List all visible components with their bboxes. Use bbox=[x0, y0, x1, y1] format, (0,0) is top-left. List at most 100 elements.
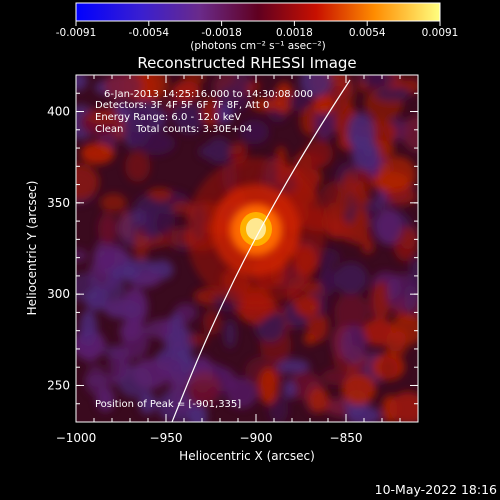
y-tick-label: 400 bbox=[47, 105, 70, 119]
colorbar-gradient bbox=[75, 2, 441, 22]
noise-blob bbox=[283, 379, 297, 399]
noise-blob bbox=[385, 340, 407, 358]
noise-blob bbox=[174, 110, 204, 136]
colorbar-unit-label: (photons cm⁻² s⁻¹ asec⁻²) bbox=[190, 40, 325, 52]
noise-blob bbox=[200, 97, 221, 127]
plot-title: Reconstructed RHESSI Image bbox=[137, 54, 356, 72]
noise-blob bbox=[100, 193, 127, 212]
noise-blob bbox=[274, 81, 294, 115]
noise-blob bbox=[223, 319, 237, 349]
noise-blob bbox=[86, 109, 121, 125]
noise-blob bbox=[361, 239, 374, 255]
noise-blob bbox=[138, 391, 157, 415]
noise-blob bbox=[300, 104, 319, 136]
noise-blob bbox=[104, 297, 142, 318]
noise-blob bbox=[76, 272, 101, 303]
colorbar-tick-label: -0.0054 bbox=[129, 27, 170, 39]
annotation-peak-position: Position of Peak = [-901,335] bbox=[95, 399, 241, 410]
colorbar-tick-label: -0.0018 bbox=[201, 27, 242, 39]
noise-blob bbox=[199, 145, 213, 158]
x-axis: −1000 −950 −900 −850 bbox=[56, 75, 419, 445]
x-tick-label: −1000 bbox=[56, 431, 97, 445]
noise-blob bbox=[374, 86, 411, 102]
noise-blob bbox=[167, 395, 195, 413]
colorbar-tick-label: 0.0091 bbox=[422, 27, 459, 39]
noise-blob bbox=[76, 248, 89, 263]
noise-blob bbox=[318, 266, 337, 297]
annotation-time-range: 6-Jan-2013 14:25:16.000 to 14:30:08.000 bbox=[104, 89, 313, 100]
noise-blob bbox=[93, 239, 115, 277]
noise-blob bbox=[108, 345, 126, 384]
noise-blob bbox=[119, 320, 143, 342]
noise-blob bbox=[299, 75, 332, 98]
noise-blob bbox=[188, 380, 218, 408]
noise-blob bbox=[288, 92, 311, 112]
noise-blob bbox=[275, 358, 310, 374]
noise-blob bbox=[333, 262, 368, 295]
noise-blob bbox=[303, 333, 316, 346]
noise-blob bbox=[188, 333, 209, 346]
noise-blob bbox=[164, 328, 198, 355]
y-axis-label: Heliocentric Y (arcsec) bbox=[25, 181, 39, 316]
noise-blob bbox=[103, 75, 142, 100]
noise-blob bbox=[372, 171, 410, 193]
x-tick-label: −850 bbox=[330, 431, 363, 445]
plot-frame bbox=[75, 74, 419, 423]
noise-blob bbox=[216, 102, 233, 126]
x-axis-label: Heliocentric X (arcsec) bbox=[179, 449, 315, 463]
noise-blob bbox=[340, 324, 368, 365]
noise-blob bbox=[319, 180, 353, 218]
annotation-detectors: Detectors: 3F 4F 5F 6F 7F 8F, Att 0 bbox=[95, 100, 269, 111]
y-tick-label: 350 bbox=[47, 196, 70, 210]
noise-blob bbox=[347, 112, 375, 150]
y-axis: 250 300 350 400 bbox=[47, 74, 418, 423]
noise-blob bbox=[84, 334, 97, 364]
noise-blob bbox=[341, 373, 377, 406]
noise-blob bbox=[258, 367, 279, 405]
noise-blob bbox=[385, 273, 418, 312]
y-tick-label: 300 bbox=[47, 287, 70, 301]
noise-blob bbox=[295, 295, 320, 318]
annotations: 6-Jan-2013 14:25:16.000 to 14:30:08.000 … bbox=[95, 89, 313, 410]
noise-blob bbox=[125, 150, 151, 182]
annotation-clean-counts: Clean Total counts: 3.30E+04 bbox=[95, 124, 252, 135]
noise-blob bbox=[76, 163, 100, 201]
noise-blob bbox=[402, 115, 418, 152]
x-tick-label: −900 bbox=[240, 431, 273, 445]
noise-blob bbox=[97, 212, 118, 245]
noise-blob bbox=[109, 265, 141, 280]
rhessi-image bbox=[76, 75, 418, 422]
noise-blob bbox=[374, 207, 403, 246]
colorbar-tick-label: 0.0018 bbox=[276, 27, 313, 39]
noise-blob bbox=[126, 107, 153, 148]
noise-blob bbox=[379, 357, 398, 379]
noise-blob bbox=[115, 102, 130, 119]
noise-blob bbox=[358, 75, 398, 88]
y-tick-label: 250 bbox=[47, 378, 70, 392]
noise-blob bbox=[335, 79, 355, 109]
noise-blob bbox=[172, 80, 201, 101]
colorbar: -0.0091 -0.0054 -0.0018 0.0018 0.0054 0.0091 … bbox=[56, 2, 459, 52]
noise-blob bbox=[389, 391, 418, 422]
noise-blob bbox=[297, 151, 312, 171]
noise-blob bbox=[206, 137, 232, 165]
noise-blob bbox=[76, 75, 88, 92]
noise-blob bbox=[102, 275, 126, 300]
noise-blob bbox=[390, 314, 418, 346]
noise-blob bbox=[80, 142, 115, 165]
noise-blob bbox=[239, 119, 270, 145]
noise-blob bbox=[409, 256, 418, 287]
noise-blob bbox=[168, 373, 187, 398]
colorbar-ticks: -0.0091 -0.0054 -0.0018 0.0018 0.0054 0.0091 bbox=[56, 21, 459, 39]
noise-blob bbox=[334, 292, 369, 333]
noise-blob bbox=[308, 387, 330, 413]
colorbar-tick-label: 0.0054 bbox=[349, 27, 386, 39]
noise-blob bbox=[136, 221, 158, 237]
solar-limb-curve bbox=[171, 79, 351, 422]
annotation-energy-range: Energy Range: 6.0 - 12.0 keV bbox=[95, 112, 241, 123]
colorbar-tick-label: -0.0091 bbox=[56, 27, 97, 39]
noise-blob bbox=[345, 405, 381, 422]
noise-blob bbox=[312, 94, 336, 115]
footer-timestamp: 10-May-2022 18:16 bbox=[375, 482, 497, 497]
